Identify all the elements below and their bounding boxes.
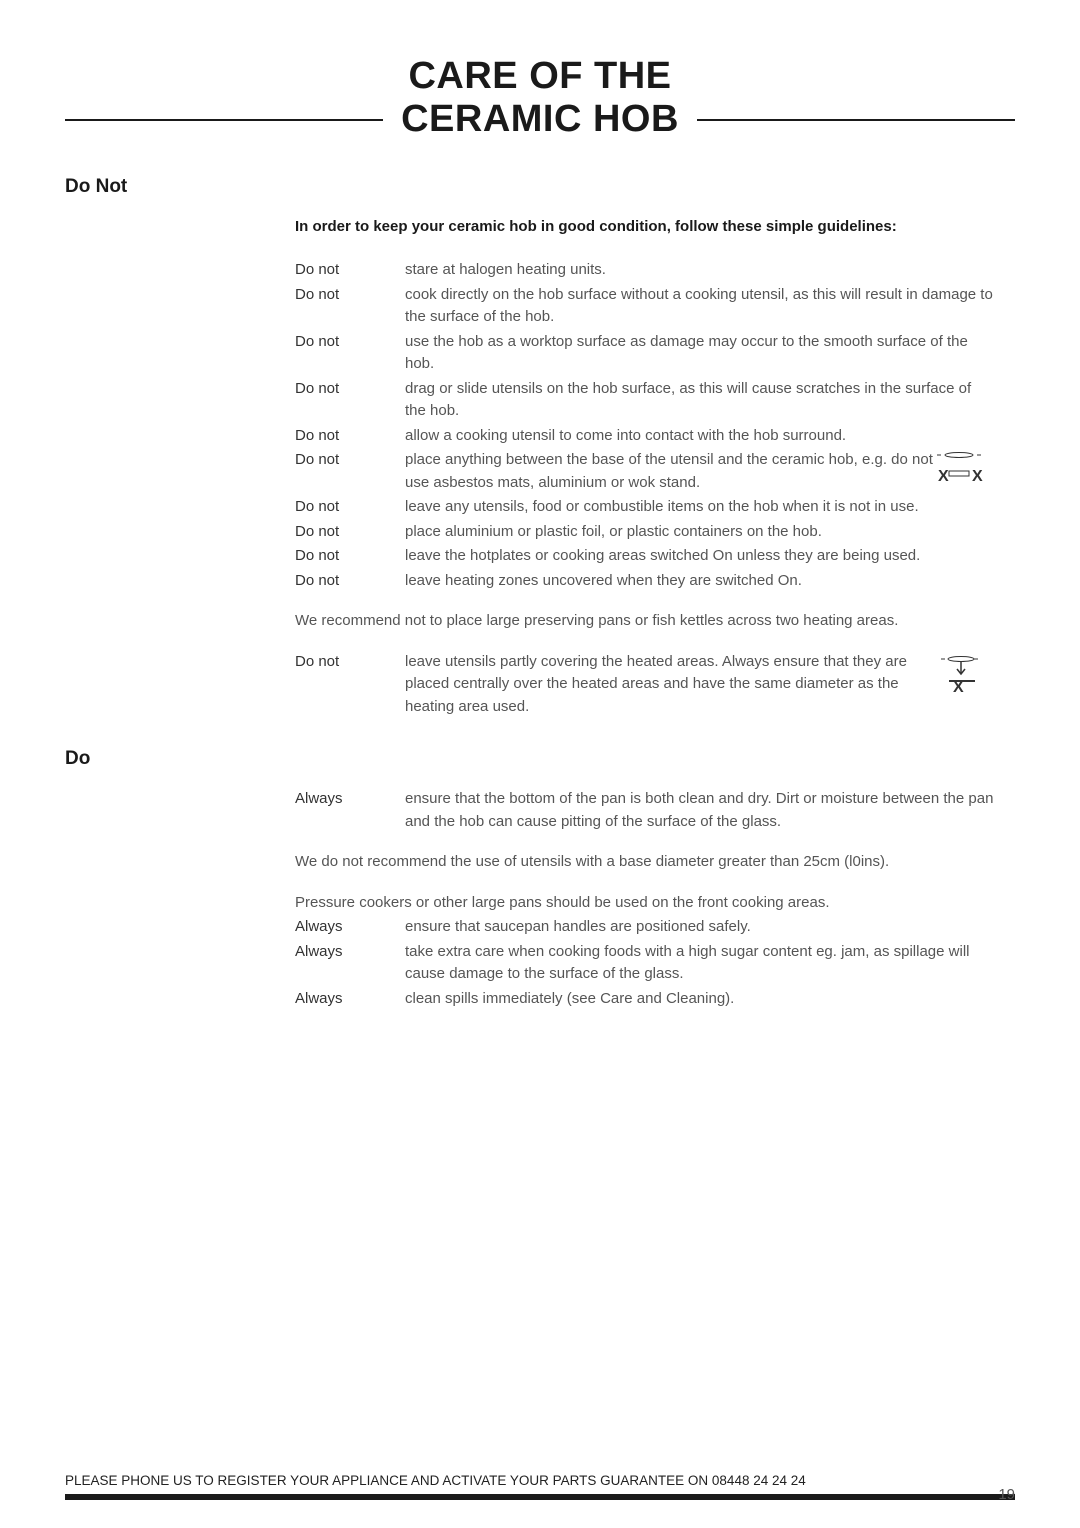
do-recommend: We do not recommend the use of utensils … <box>295 851 995 874</box>
svg-text:X: X <box>938 468 949 485</box>
do-not-row: Do not leave the hotplates or cooking ar… <box>295 545 995 568</box>
do-row: Always take extra care when cooking food… <box>295 941 995 986</box>
do-not-row: Do not place anything between the base o… <box>295 449 995 494</box>
row-text: use the hob as a worktop surface as dama… <box>405 331 995 376</box>
row-label: Do not <box>295 545 405 568</box>
title-line2: CERAMIC HOB <box>383 98 697 141</box>
row-text: allow a cooking utensil to come into con… <box>405 425 995 448</box>
row-label: Do not <box>295 259 405 282</box>
row-text: take extra care when cooking foods with … <box>405 941 995 986</box>
do-not-row-last: Do not leave utensils partly covering th… <box>295 651 995 719</box>
do-not-row: Do not drag or slide utensils on the hob… <box>295 378 995 423</box>
footer-text: PLEASE PHONE US TO REGISTER YOUR APPLIAN… <box>65 1473 1015 1488</box>
do-not-row: Do not place aluminium or plastic foil, … <box>295 521 995 544</box>
svg-text:X: X <box>953 679 964 695</box>
row-label: Do not <box>295 425 405 448</box>
do-not-content: In order to keep your ceramic hob in goo… <box>295 216 995 718</box>
do-not-row: Do not cook directly on the hob surface … <box>295 284 995 329</box>
page-title-block: CARE OF THE CERAMIC HOB <box>65 55 1015 141</box>
title-line1: CARE OF THE <box>65 55 1015 98</box>
row-label: Always <box>295 788 405 833</box>
pan-wide-icon: X X <box>935 449 995 494</box>
do-not-heading: Do Not <box>65 176 1015 198</box>
do-section: Do Always ensure that the bottom of the … <box>65 748 1015 1010</box>
do-not-row: Do not leave heating zones uncovered whe… <box>295 570 995 593</box>
row-label: Do not <box>295 449 405 494</box>
pan-offset-icon: X <box>935 651 995 719</box>
row-text: stare at halogen heating units. <box>405 259 995 282</box>
row-label: Do not <box>295 496 405 519</box>
do-not-row: Do not allow a cooking utensil to come i… <box>295 425 995 448</box>
row-label: Do not <box>295 521 405 544</box>
do-row: Always clean spills immediately (see Car… <box>295 988 995 1011</box>
row-text: ensure that saucepan handles are positio… <box>405 916 995 939</box>
title-rule-right <box>697 119 1015 121</box>
do-row: Always ensure that saucepan handles are … <box>295 916 995 939</box>
row-text: ensure that the bottom of the pan is bot… <box>405 788 995 833</box>
row-text: cook directly on the hob surface without… <box>405 284 995 329</box>
row-text: leave the hotplates or cooking areas swi… <box>405 545 995 568</box>
do-not-row: Do not leave any utensils, food or combu… <box>295 496 995 519</box>
do-not-intro: In order to keep your ceramic hob in goo… <box>295 216 995 237</box>
row-text: place anything between the base of the u… <box>405 449 935 494</box>
row-label: Do not <box>295 651 405 719</box>
row-text: clean spills immediately (see Care and C… <box>405 988 995 1011</box>
do-not-row: Do not stare at halogen heating units. <box>295 259 995 282</box>
do-row: Always ensure that the bottom of the pan… <box>295 788 995 833</box>
row-text: drag or slide utensils on the hob surfac… <box>405 378 995 423</box>
title-rule-left <box>65 119 383 121</box>
row-label: Always <box>295 916 405 939</box>
row-text: leave heating zones uncovered when they … <box>405 570 995 593</box>
do-not-section: Do Not In order to keep your ceramic hob… <box>65 176 1015 718</box>
footer-rule <box>65 1494 1015 1500</box>
row-text: place aluminium or plastic foil, or plas… <box>405 521 995 544</box>
do-pressure: Pressure cookers or other large pans sho… <box>295 892 995 915</box>
row-label: Always <box>295 988 405 1011</box>
page-footer: PLEASE PHONE US TO REGISTER YOUR APPLIAN… <box>65 1473 1015 1500</box>
row-label: Do not <box>295 331 405 376</box>
row-label: Do not <box>295 570 405 593</box>
row-text: leave utensils partly covering the heate… <box>405 651 935 719</box>
row-text: leave any utensils, food or combustible … <box>405 496 995 519</box>
row-label: Do not <box>295 378 405 423</box>
page-number: 19 <box>998 1486 1015 1503</box>
do-content: Always ensure that the bottom of the pan… <box>295 788 995 1010</box>
do-not-recommend: We recommend not to place large preservi… <box>295 610 995 633</box>
do-not-row: Do not use the hob as a worktop surface … <box>295 331 995 376</box>
title-line2-wrap: CERAMIC HOB <box>65 98 1015 141</box>
row-label: Always <box>295 941 405 986</box>
do-heading: Do <box>65 748 1015 770</box>
row-label: Do not <box>295 284 405 329</box>
svg-text:X: X <box>972 468 983 485</box>
